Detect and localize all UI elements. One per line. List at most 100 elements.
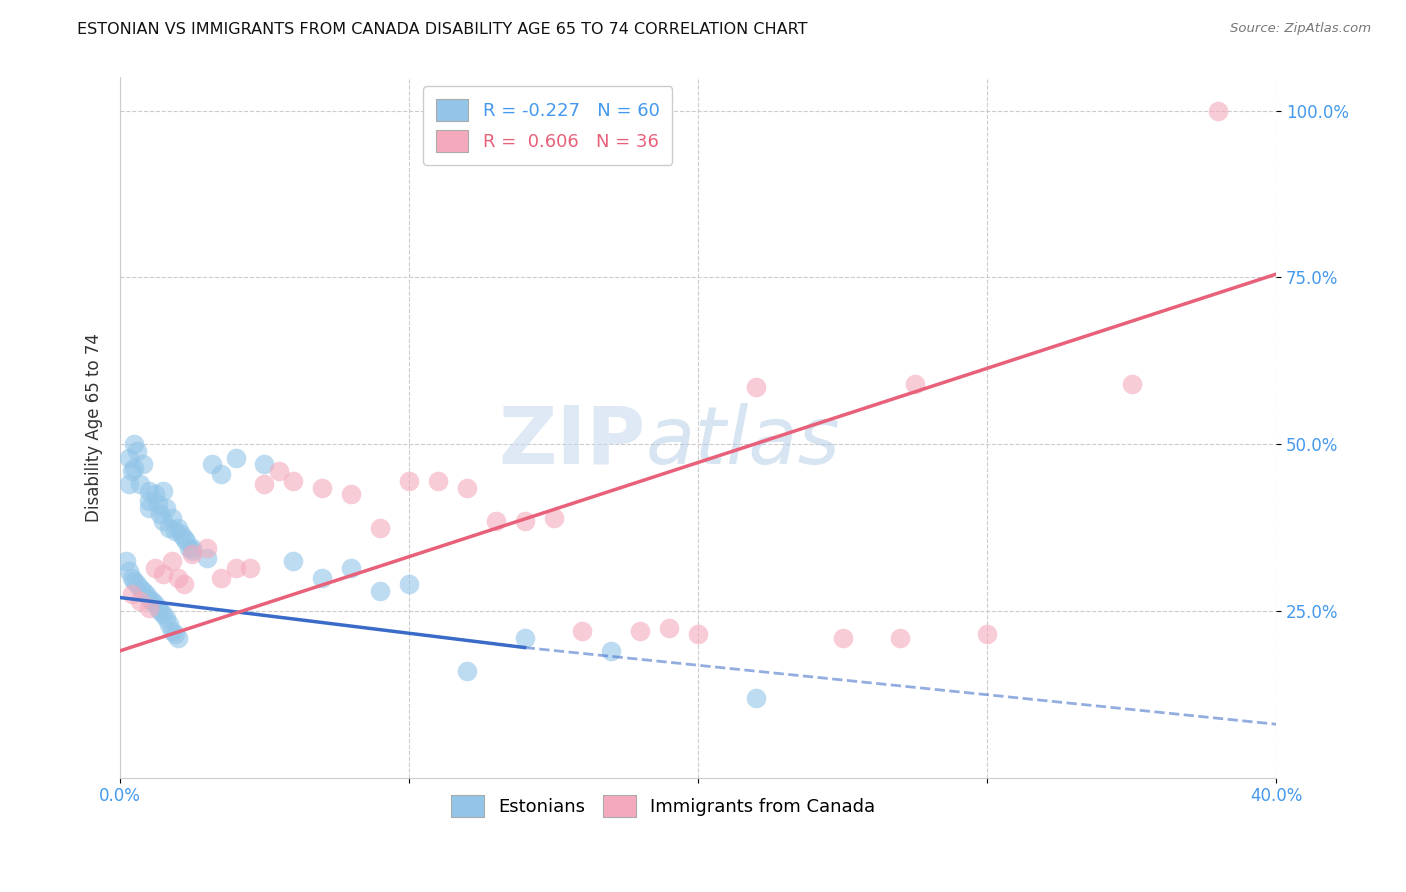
Point [117, 450, 139, 465]
Point [152, 483, 174, 498]
Point [209, 570, 232, 584]
Point [124, 460, 146, 475]
Point [311, 481, 333, 495]
Point [129, 477, 152, 491]
Point [163, 627, 186, 641]
Point [181, 544, 204, 558]
Point [543, 510, 565, 524]
Point [225, 450, 247, 465]
Point [166, 631, 188, 645]
Point [889, 631, 911, 645]
Point [225, 560, 247, 574]
Point [155, 610, 177, 624]
Point [368, 520, 391, 534]
Point [127, 577, 149, 591]
Point [121, 587, 143, 601]
Point [117, 477, 139, 491]
Point [283, 474, 305, 488]
Point [166, 570, 188, 584]
Point [398, 577, 420, 591]
Point [311, 570, 333, 584]
Point [143, 597, 166, 611]
Text: ESTONIAN VS IMMIGRANTS FROM CANADA DISABILITY AGE 65 TO 74 CORRELATION CHART: ESTONIAN VS IMMIGRANTS FROM CANADA DISAB… [77, 22, 808, 37]
Point [152, 607, 174, 622]
Point [181, 547, 204, 561]
Point [135, 587, 157, 601]
Point [398, 474, 420, 488]
Point [155, 500, 177, 515]
Point [143, 487, 166, 501]
Point [368, 583, 391, 598]
Point [121, 570, 143, 584]
Point [1206, 103, 1229, 118]
Point [157, 520, 180, 534]
Point [267, 464, 290, 478]
Point [169, 527, 191, 541]
Point [1121, 377, 1143, 392]
Point [209, 467, 232, 482]
Point [513, 631, 536, 645]
Point [283, 554, 305, 568]
Point [456, 664, 478, 678]
Point [513, 514, 536, 528]
Point [160, 554, 183, 568]
Point [152, 514, 174, 528]
Point [163, 524, 186, 538]
Point [124, 437, 146, 451]
Point [127, 443, 149, 458]
Point [143, 560, 166, 574]
Point [179, 541, 201, 555]
Point [138, 493, 160, 508]
Point [124, 574, 146, 588]
Point [340, 487, 363, 501]
Point [658, 621, 681, 635]
Point [160, 624, 183, 638]
Point [456, 481, 478, 495]
Point [129, 594, 152, 608]
Legend: Estonians, Immigrants from Canada: Estonians, Immigrants from Canada [444, 788, 883, 824]
Point [571, 624, 593, 638]
Text: Source: ZipAtlas.com: Source: ZipAtlas.com [1230, 22, 1371, 36]
Point [173, 531, 195, 545]
Point [340, 560, 363, 574]
Point [117, 564, 139, 578]
Point [157, 617, 180, 632]
Point [195, 541, 218, 555]
Point [239, 560, 262, 574]
Point [160, 510, 183, 524]
Point [686, 627, 709, 641]
Point [831, 631, 853, 645]
Point [201, 457, 224, 471]
Point [138, 483, 160, 498]
Text: atlas: atlas [645, 402, 841, 481]
Text: ZIP: ZIP [499, 402, 645, 481]
Y-axis label: Disability Age 65 to 74: Disability Age 65 to 74 [86, 333, 103, 522]
Point [121, 464, 143, 478]
Point [745, 690, 768, 705]
Point [138, 591, 160, 605]
Point [195, 550, 218, 565]
Point [132, 583, 155, 598]
Point [904, 377, 927, 392]
Point [628, 624, 651, 638]
Point [149, 507, 172, 521]
Point [485, 514, 508, 528]
Point [132, 457, 155, 471]
Point [166, 520, 188, 534]
Point [146, 497, 169, 511]
Point [176, 533, 198, 548]
Point [141, 594, 163, 608]
Point [253, 457, 276, 471]
Point [253, 477, 276, 491]
Point [173, 577, 195, 591]
Point [976, 627, 998, 641]
Point [600, 644, 623, 658]
Point [181, 541, 204, 555]
Point [146, 600, 169, 615]
Point [138, 500, 160, 515]
Point [138, 600, 160, 615]
Point [114, 554, 136, 568]
Point [745, 380, 768, 394]
Point [149, 604, 172, 618]
Point [129, 581, 152, 595]
